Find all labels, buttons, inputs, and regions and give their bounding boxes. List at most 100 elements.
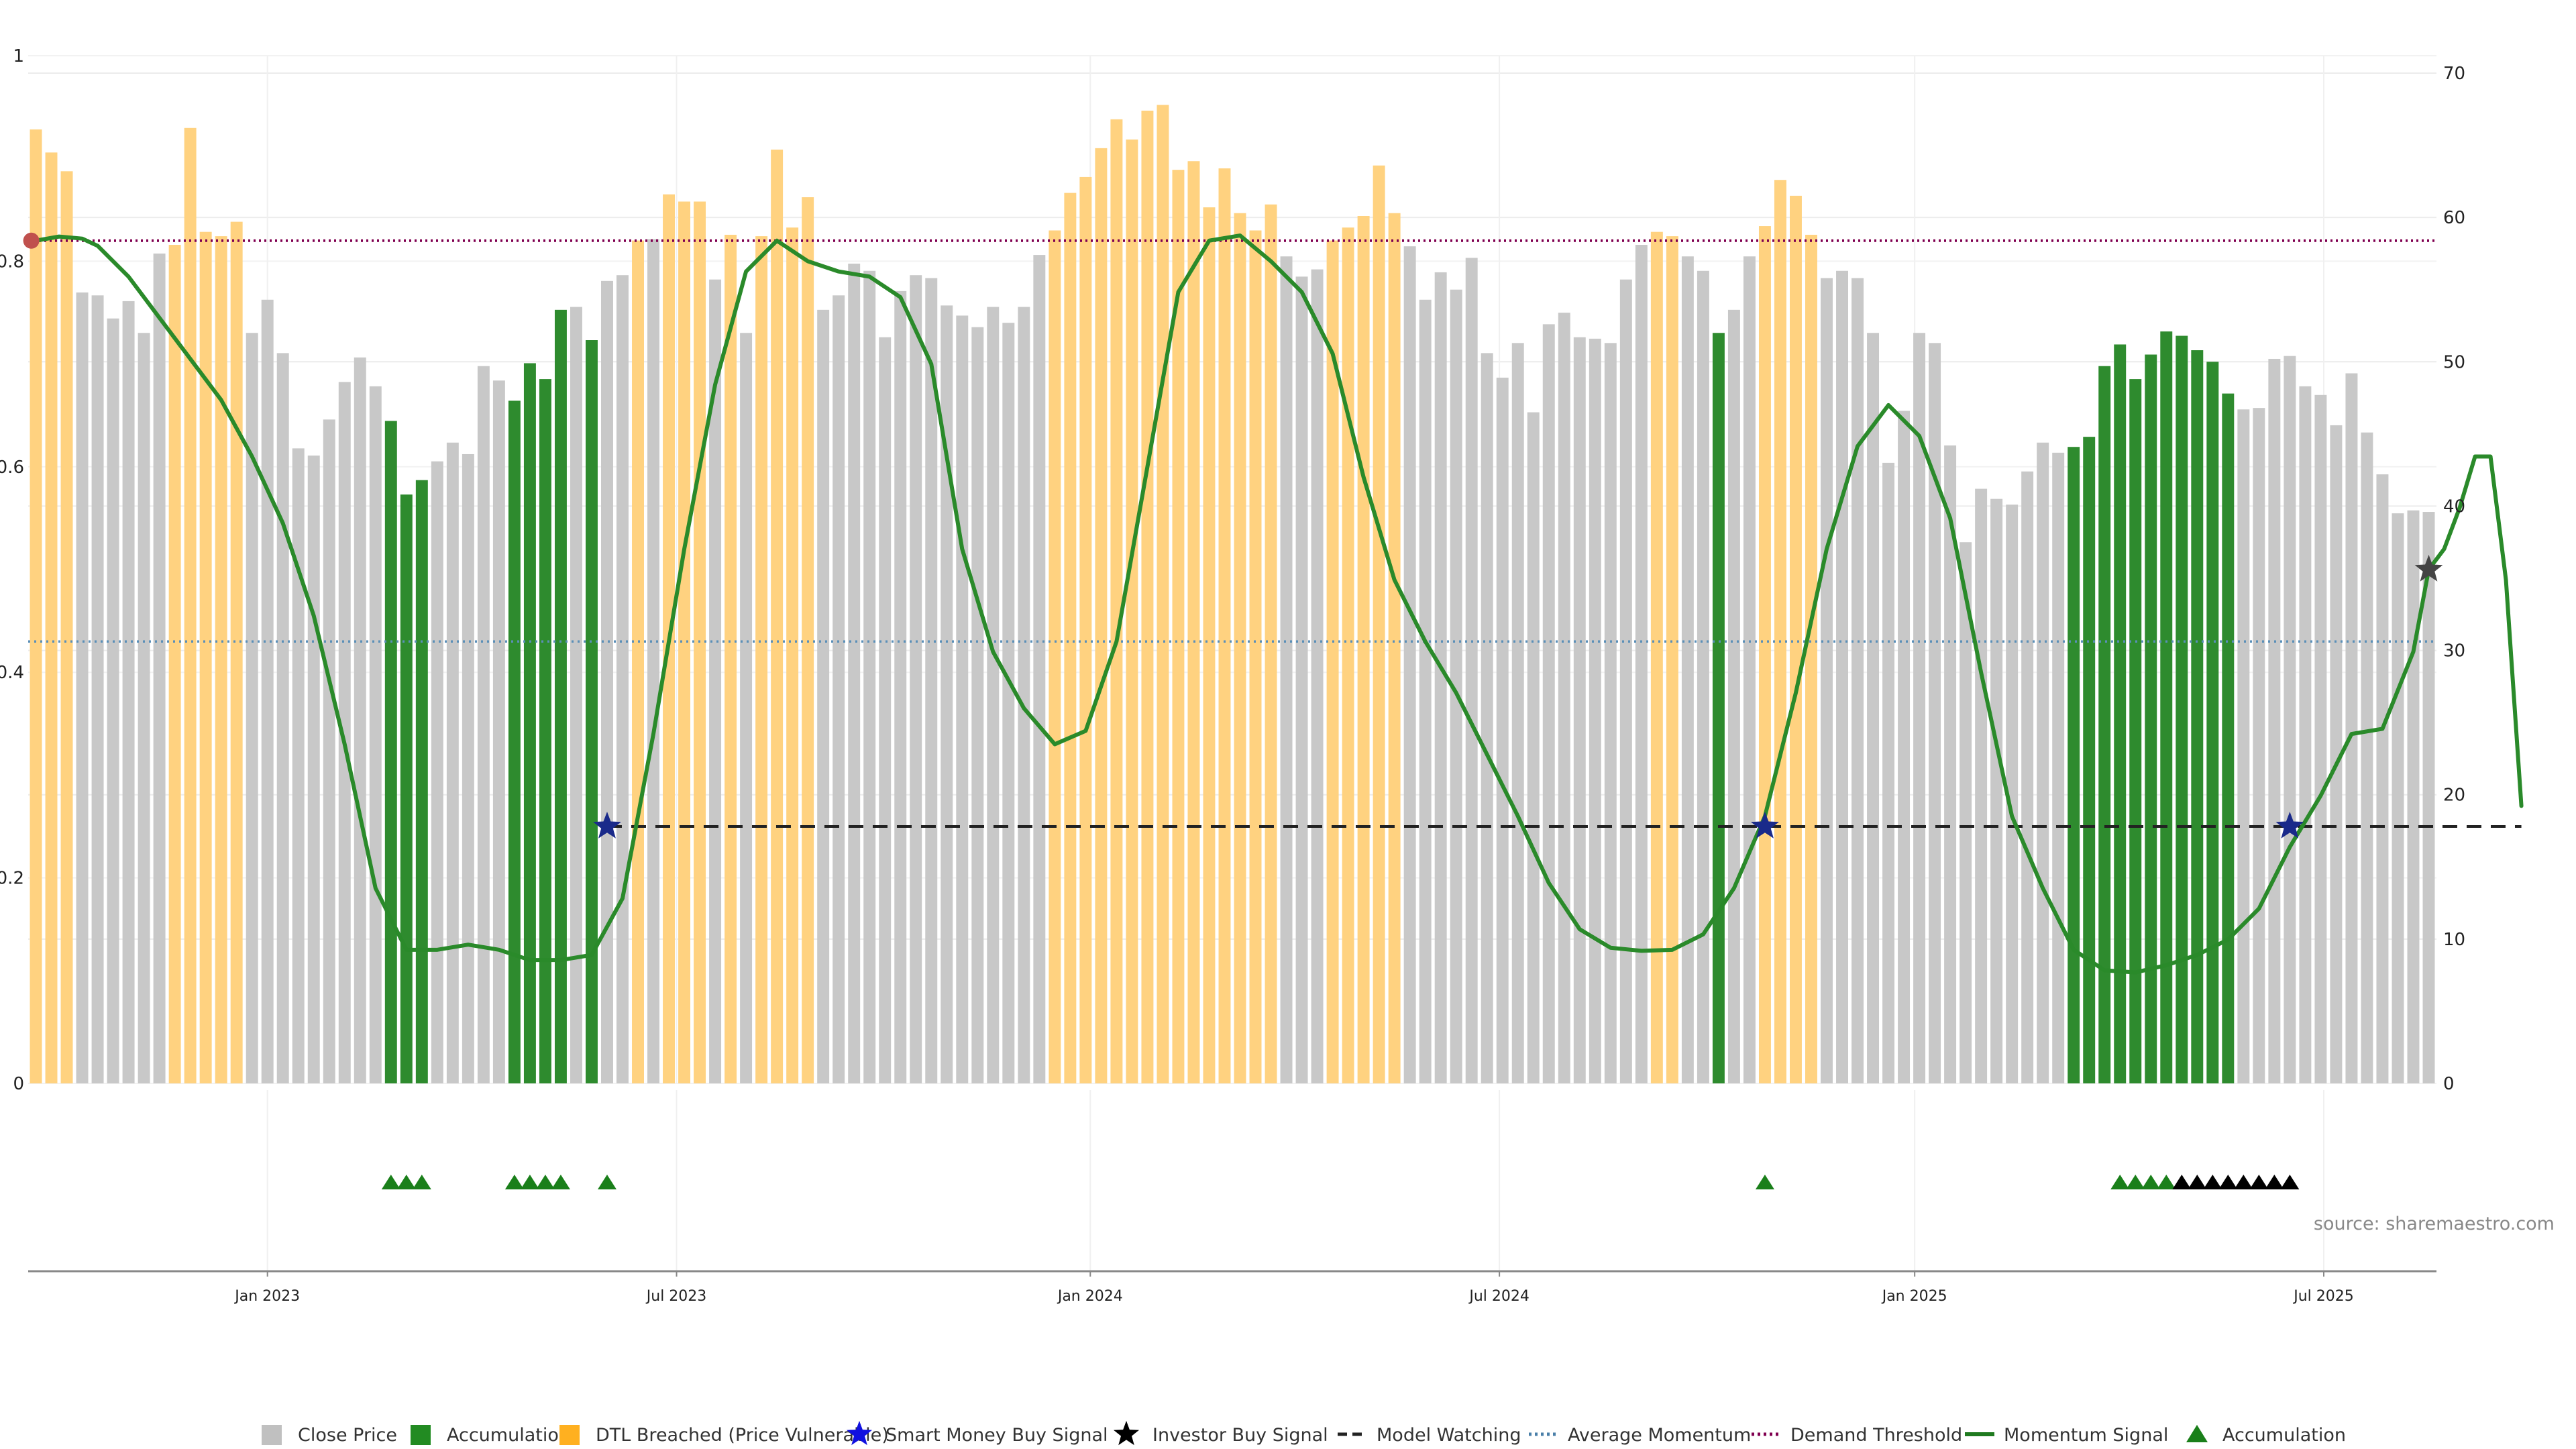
accumulation-marker [1755,1175,1774,1189]
price-bar [2145,354,2157,1083]
price-bar [1681,256,1694,1083]
price-bar [848,263,861,1084]
price-bar [1079,176,1092,1084]
price-bar [616,275,629,1084]
price-bar [508,400,521,1083]
x-axis-tick: Jan 2024 [1057,1288,1123,1305]
price-bar [1126,139,1138,1084]
accumulation-strip [381,1175,2300,1189]
legend-item: Accumulation [411,1425,570,1446]
left-axis-tick: 0 [13,1074,24,1094]
x-axis-tick: Jul 2024 [1468,1288,1529,1305]
price-bars [30,105,2435,1084]
investor-buy-signal [2414,555,2443,582]
price-bar [1465,258,1478,1084]
price-bar [1727,309,1740,1084]
accumulation-marker [597,1175,616,1189]
price-bar [2284,356,2296,1084]
price-bar [1913,333,1926,1084]
legend-label: DTL Breached (Price Vulnerable) [596,1425,889,1446]
price-bar [2392,513,2404,1083]
left-axis-tick: 1 [13,46,24,66]
price-bar [1805,234,1817,1084]
price-bar [2345,373,2358,1084]
price-bar [1481,353,1493,1083]
price-bar [1558,313,1570,1083]
price-bar [492,380,505,1083]
price-bar [384,421,397,1083]
legend-label: Model Watching [1377,1425,1521,1446]
price-bar [1990,498,2003,1083]
accumulation-marker [2265,1175,2284,1189]
accumulation-marker [2141,1175,2161,1189]
price-bar [647,239,659,1083]
price-bar [60,171,73,1084]
price-bar [2253,408,2265,1083]
price-bar [1064,193,1077,1083]
price-bar [1867,333,1880,1084]
right-axis-tick: 0 [2443,1074,2455,1094]
legend-star [1114,1421,1139,1446]
accumulation-marker [2249,1175,2269,1189]
price-bar [894,290,907,1083]
price-bar [431,461,443,1083]
left-axis-tick: 0.2 [0,869,24,889]
price-bar [1836,270,1848,1083]
price-bar [925,278,938,1083]
x-axis-tick: Jan 2025 [1881,1288,1947,1305]
price-bar [786,227,799,1083]
price-bar [1265,204,1277,1083]
price-bar [1743,256,1756,1083]
price-bar [1033,255,1046,1084]
legend-label: Momentum Signal [2004,1425,2168,1446]
price-bar [1511,343,1524,1083]
price-bar [1758,226,1771,1084]
accumulation-marker [381,1175,400,1189]
accumulation-marker [520,1175,539,1189]
price-bar [1110,119,1123,1084]
legend-item: Smart Money Buy Signal [847,1421,1108,1446]
price-bar [462,453,474,1083]
price-bar [1960,542,1972,1083]
source-credit: source: sharemaestro.com [2314,1214,2555,1234]
price-bar [817,309,830,1084]
accumulation-marker [2203,1175,2222,1189]
accumulation-marker [535,1175,555,1189]
price-bar [1249,230,1262,1083]
price-bar [1203,207,1216,1083]
price-bar [1604,343,1617,1083]
price-bar [1527,412,1540,1083]
price-bar [2114,344,2127,1084]
price-bar [2330,425,2343,1083]
legend-label: Smart Money Buy Signal [885,1425,1108,1446]
price-bar [1141,110,1154,1084]
price-bar [1542,324,1555,1083]
price-bar [2222,393,2235,1083]
price-bar [1496,377,1509,1083]
price-bar [184,127,197,1084]
price-bar [1434,272,1447,1083]
price-bar [879,337,892,1083]
price-bar [107,318,119,1083]
price-bar [2068,447,2080,1083]
price-bar [338,382,351,1083]
price-bar [2299,386,2312,1083]
price-bar [1049,230,1061,1083]
price-bar [1311,269,1324,1084]
price-bar [740,333,753,1084]
price-bar [292,448,305,1083]
price-bar [91,295,104,1083]
price-bar [30,129,42,1083]
price-bar [1218,168,1231,1084]
accumulation-marker [551,1175,570,1189]
smart-money-buy-signal [1751,812,1779,839]
accumulation-marker [2157,1175,2176,1189]
price-bar [1357,215,1370,1083]
right-axis-tick: 50 [2443,352,2465,372]
price-bar [400,494,413,1083]
price-bar [570,307,582,1083]
price-bar [1821,278,1833,1083]
price-bar [168,245,181,1083]
price-bar [1789,195,1802,1083]
